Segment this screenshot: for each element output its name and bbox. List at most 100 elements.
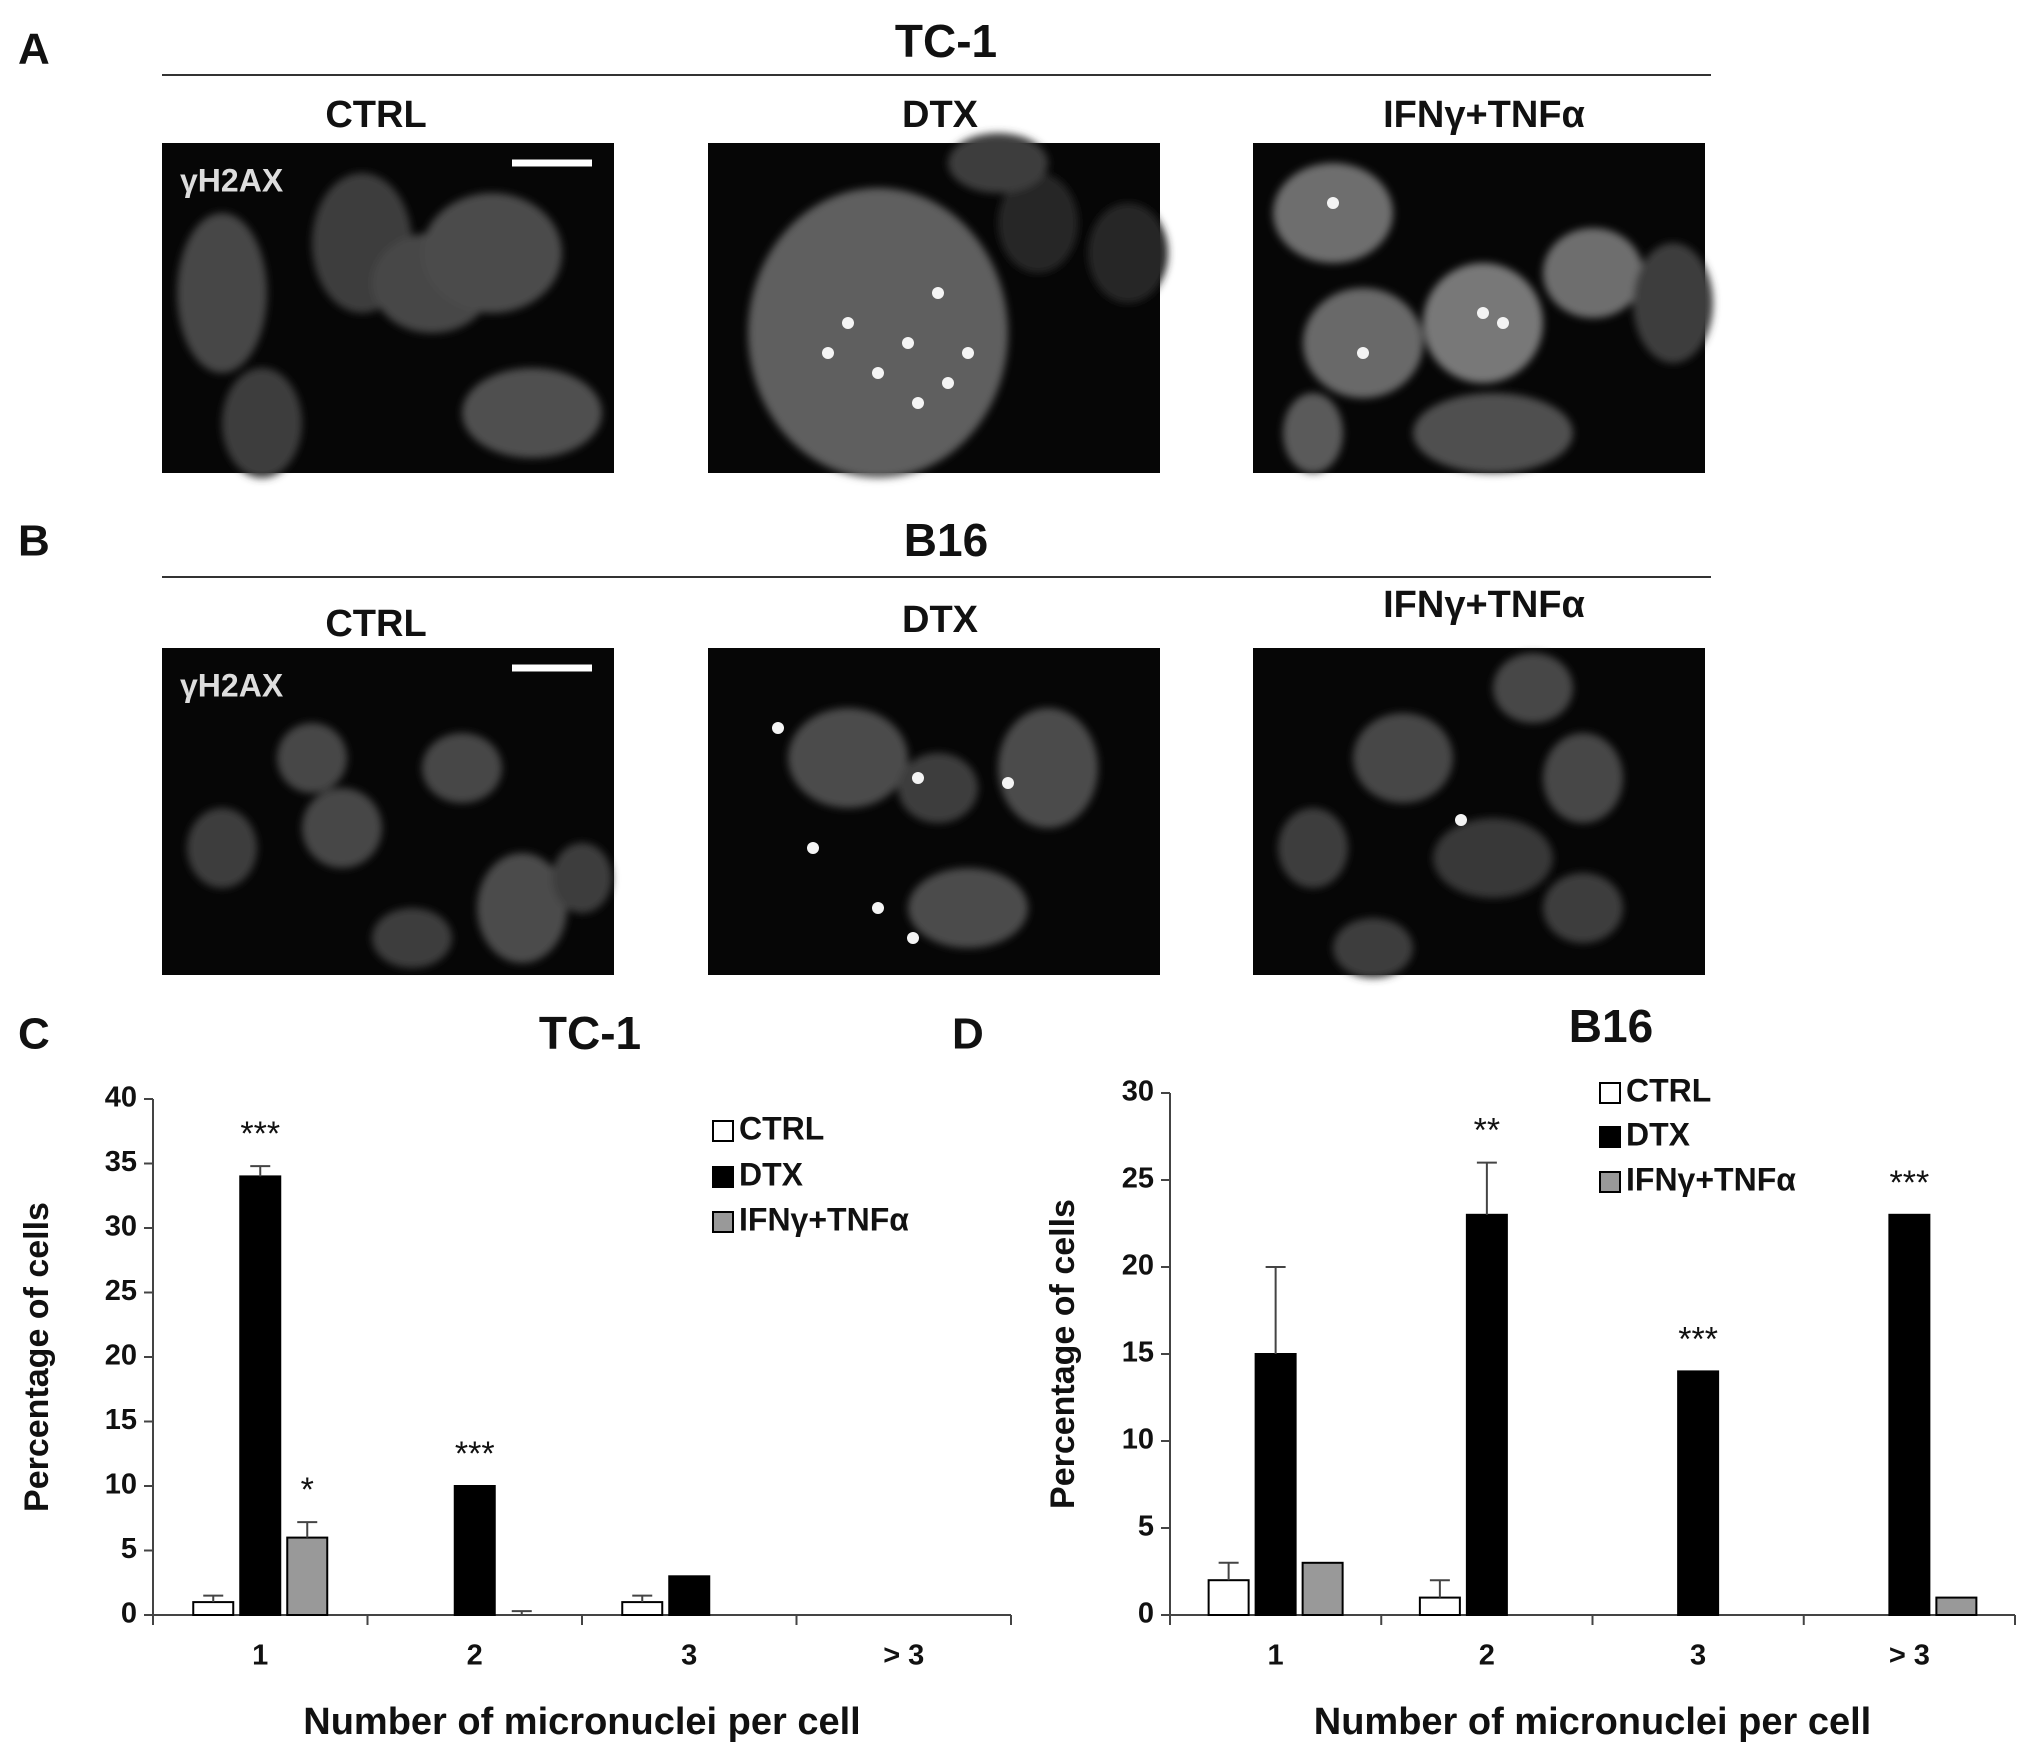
nucleus <box>1543 873 1623 943</box>
x-tick-label: > 3 <box>883 1640 924 1672</box>
legend-label: CTRL <box>739 1110 824 1146</box>
significance: * <box>301 1471 314 1509</box>
column-title: CTRL <box>325 603 426 645</box>
micrograph-background <box>1253 648 1705 975</box>
bar <box>286 1536 329 1616</box>
y-axis-title: Percentage of cells <box>18 1202 56 1512</box>
nucleus <box>1273 163 1393 263</box>
panel-label: D <box>952 1010 984 1059</box>
chart-title: B16 <box>1569 1000 1653 1052</box>
x-tick-label: 3 <box>1690 1640 1706 1672</box>
foci <box>1002 777 1014 789</box>
x-axis-title: Number of micronuclei per cell <box>1314 1701 1871 1743</box>
column-title: DTX <box>902 599 979 641</box>
bar <box>192 1601 235 1616</box>
significance: *** <box>1890 1164 1930 1202</box>
row-title: B16 <box>904 514 988 566</box>
significance: *** <box>455 1435 495 1473</box>
y-tick-label: 20 <box>105 1340 137 1372</box>
nucleus <box>1423 263 1543 383</box>
significance: *** <box>240 1115 280 1153</box>
x-tick-label: 3 <box>681 1640 697 1672</box>
micrograph: γH2AX <box>162 143 614 478</box>
nuclei <box>788 708 1098 948</box>
nucleus <box>898 753 978 823</box>
foci <box>1497 317 1509 329</box>
bar <box>668 1575 711 1617</box>
foci <box>1455 814 1467 826</box>
foci <box>1327 197 1339 209</box>
foci <box>912 397 924 409</box>
bar <box>1465 1213 1508 1617</box>
nucleus <box>1278 808 1348 888</box>
foci <box>872 367 884 379</box>
y-tick-label: 10 <box>105 1469 137 1501</box>
legend-swatch <box>1599 1171 1621 1193</box>
nucleus <box>552 843 612 913</box>
legend-label: CTRL <box>1626 1072 1711 1108</box>
bar <box>1677 1370 1720 1617</box>
y-tick-label: 30 <box>1122 1076 1154 1108</box>
nucleus <box>908 868 1028 948</box>
foci <box>842 317 854 329</box>
micrograph: γH2AX <box>162 648 614 975</box>
micrograph <box>708 133 1168 478</box>
legend-label: DTX <box>739 1156 804 1192</box>
x-tick-label: 2 <box>467 1640 483 1672</box>
legend-label: IFNγ+TNFα <box>739 1201 909 1237</box>
x-tick-label: 1 <box>1268 1640 1284 1672</box>
nucleus <box>1543 733 1623 823</box>
bar <box>1254 1353 1297 1616</box>
nucleus <box>1413 393 1573 473</box>
column-title: IFNγ+TNFα <box>1383 94 1585 136</box>
row-title: TC-1 <box>895 15 997 67</box>
bar <box>1418 1596 1461 1616</box>
nuclei <box>1273 163 1713 473</box>
legend-swatch <box>712 1166 734 1188</box>
foci <box>822 347 834 359</box>
foci <box>772 722 784 734</box>
nucleus <box>1633 243 1713 363</box>
foci <box>912 772 924 784</box>
significance: ** <box>1474 1112 1500 1150</box>
micrograph <box>708 648 1160 975</box>
micrograph <box>1253 648 1705 978</box>
x-tick-label: 1 <box>252 1640 268 1672</box>
nucleus <box>1333 918 1413 978</box>
y-tick-label: 15 <box>1122 1337 1154 1369</box>
nucleus <box>1303 288 1423 398</box>
y-axis-title: Percentage of cells <box>1044 1199 1082 1509</box>
nucleus <box>277 723 347 793</box>
legend-swatch <box>1599 1126 1621 1148</box>
y-tick-label: 10 <box>1122 1424 1154 1456</box>
legend-swatch <box>712 1120 734 1142</box>
legend-swatch <box>712 1211 734 1233</box>
chart-title: TC-1 <box>539 1007 641 1059</box>
column-title: DTX <box>902 94 979 136</box>
nucleus <box>948 133 1048 193</box>
foci <box>907 932 919 944</box>
x-tick-label: 2 <box>1479 1640 1495 1672</box>
nucleus <box>998 173 1078 273</box>
legend-label: IFNγ+TNFα <box>1626 1161 1796 1197</box>
bar <box>1207 1579 1250 1616</box>
legend-label: DTX <box>1626 1116 1691 1152</box>
y-tick-label: 40 <box>105 1082 137 1114</box>
bar <box>621 1601 664 1616</box>
micrograph <box>1253 143 1713 473</box>
x-axis-title: Number of micronuclei per cell <box>303 1701 860 1743</box>
foci <box>942 377 954 389</box>
bar <box>1888 1213 1931 1617</box>
y-tick-label: 35 <box>105 1146 137 1178</box>
nuclei <box>1278 653 1623 978</box>
significance: *** <box>1678 1320 1718 1358</box>
bar <box>1301 1561 1344 1617</box>
foci <box>872 902 884 914</box>
y-tick-label: 25 <box>105 1275 137 1307</box>
panel-label: A <box>18 25 50 74</box>
nucleus <box>462 368 602 458</box>
bar <box>1935 1596 1978 1616</box>
column-title: CTRL <box>325 94 426 136</box>
nucleus <box>302 788 382 868</box>
